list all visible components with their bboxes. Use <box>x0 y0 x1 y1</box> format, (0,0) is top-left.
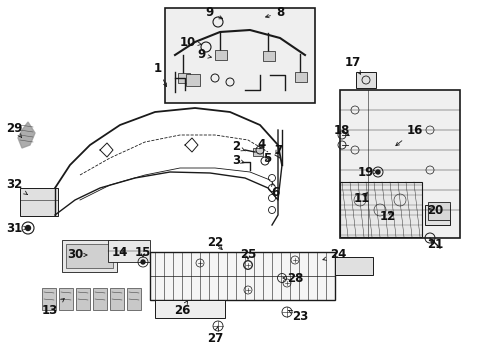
Text: 18: 18 <box>333 123 349 136</box>
Text: 22: 22 <box>206 237 223 249</box>
Text: 24: 24 <box>322 248 346 261</box>
Bar <box>334 257 372 275</box>
Bar <box>108 240 150 262</box>
Text: 19: 19 <box>357 166 376 179</box>
Circle shape <box>169 89 175 95</box>
Circle shape <box>25 225 30 230</box>
Text: 4: 4 <box>257 139 265 152</box>
Text: 6: 6 <box>270 183 279 198</box>
Circle shape <box>141 260 145 264</box>
Text: 7: 7 <box>273 144 282 157</box>
Bar <box>339 90 459 238</box>
Bar <box>20 188 58 216</box>
Text: 15: 15 <box>135 247 151 260</box>
Bar <box>76 288 90 310</box>
Bar <box>424 205 449 225</box>
Text: 8: 8 <box>265 6 284 19</box>
Bar <box>252 148 263 156</box>
Bar <box>42 288 56 310</box>
Polygon shape <box>18 122 35 148</box>
Text: 23: 23 <box>288 310 307 323</box>
Text: 20: 20 <box>426 203 442 216</box>
Text: 30: 30 <box>67 248 87 261</box>
Bar <box>127 288 141 310</box>
Text: 9: 9 <box>197 49 211 62</box>
Text: 16: 16 <box>395 123 422 146</box>
Text: 9: 9 <box>204 6 222 19</box>
Text: 2: 2 <box>231 140 245 153</box>
Bar <box>355 72 375 88</box>
Bar <box>150 252 334 300</box>
Text: 13: 13 <box>42 298 64 316</box>
Bar <box>339 182 421 237</box>
Text: 31: 31 <box>6 221 28 234</box>
Bar <box>263 51 274 61</box>
Bar <box>164 8 314 103</box>
Bar <box>294 72 306 82</box>
Bar <box>427 202 449 220</box>
Text: 21: 21 <box>426 238 442 252</box>
Bar <box>185 74 200 86</box>
Text: 12: 12 <box>379 211 395 224</box>
Bar <box>59 288 73 310</box>
Bar <box>178 73 190 83</box>
Bar <box>93 288 107 310</box>
Text: 25: 25 <box>239 248 256 261</box>
Bar <box>66 244 113 268</box>
Text: 28: 28 <box>283 271 303 284</box>
Text: 32: 32 <box>6 179 27 194</box>
Bar <box>215 50 226 60</box>
Bar <box>110 288 124 310</box>
Text: 26: 26 <box>173 301 190 316</box>
Text: 27: 27 <box>206 326 223 345</box>
Text: 17: 17 <box>344 55 360 74</box>
Text: 3: 3 <box>231 153 244 166</box>
Bar <box>155 300 224 318</box>
Text: 5: 5 <box>263 152 270 165</box>
Text: 14: 14 <box>112 247 128 260</box>
Text: 1: 1 <box>154 62 166 87</box>
Circle shape <box>375 170 379 174</box>
Text: 10: 10 <box>180 36 202 49</box>
Text: 29: 29 <box>6 122 22 138</box>
Text: 11: 11 <box>353 192 369 204</box>
Bar <box>62 240 117 272</box>
